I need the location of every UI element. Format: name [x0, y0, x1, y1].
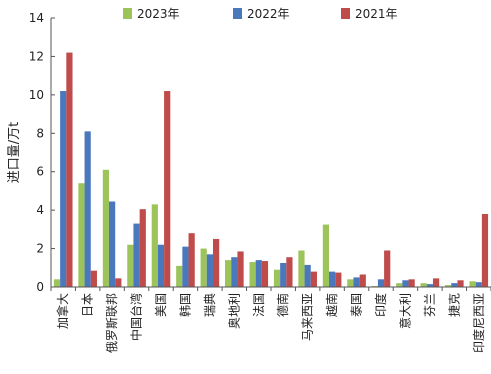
legend-swatch: [341, 8, 350, 19]
legend-swatch: [123, 8, 132, 19]
bar: [335, 272, 342, 287]
x-tick-label: 芬兰: [423, 293, 437, 317]
bar: [261, 261, 269, 287]
bar: [109, 201, 116, 287]
legend-swatch: [233, 8, 242, 19]
bar: [133, 223, 140, 287]
y-tick-label: 12: [29, 49, 44, 63]
bar: [53, 279, 61, 287]
bar: [249, 262, 256, 287]
bar: [426, 284, 433, 287]
y-axis-label: 进口量/万t: [7, 122, 22, 183]
y-tick-label: 8: [36, 126, 44, 140]
x-tick-label: 中国台湾: [129, 293, 144, 341]
bar: [347, 279, 354, 287]
x-tick-label: 越南: [324, 293, 339, 317]
x-axis: 加拿大 日本 俄罗斯联邦 中国台湾 美国 韩国 瑞典 奥地利 法国 德南 马来西亚 越南 泰国 印度 意大利…: [50, 286, 491, 353]
bar: [188, 233, 195, 287]
bar: [127, 244, 134, 287]
x-tick-label: 瑞典: [203, 293, 217, 317]
x-tick-label: 韩国: [177, 293, 192, 317]
legend-label: 2023年: [137, 7, 180, 21]
bar: [164, 91, 171, 287]
bar: [420, 283, 427, 287]
x-tick-label: 马来西亚: [301, 293, 315, 341]
y-tick-label: 14: [29, 11, 44, 25]
bar: [322, 224, 330, 287]
x-tick-label: 意大利: [397, 293, 412, 329]
bar: [353, 277, 360, 287]
bar: [84, 131, 91, 287]
bar: [432, 278, 440, 287]
x-tick-label: 德南: [275, 293, 290, 317]
bar: [280, 262, 287, 287]
bars: [53, 52, 489, 288]
bar: [396, 283, 403, 287]
bar: [139, 209, 146, 287]
bar: [445, 285, 452, 287]
bar: [384, 250, 391, 287]
x-tick-label: 印度尼西亚: [471, 293, 486, 353]
bar: [359, 274, 366, 287]
x-tick-label: 俄罗斯联邦: [105, 293, 119, 353]
x-tick-label: 印度: [373, 293, 388, 317]
bar: [457, 280, 464, 287]
bar: [60, 91, 67, 287]
x-tick-label: 奥地利: [227, 293, 241, 329]
bar: [206, 254, 213, 287]
legend-label: 2021年: [355, 7, 398, 21]
x-tick-label: 加拿大: [55, 293, 70, 329]
bar: [78, 183, 85, 287]
x-tick-label: 捷克: [447, 293, 461, 317]
bar: [286, 257, 293, 287]
bar: [231, 257, 238, 287]
bar: [212, 238, 220, 287]
bar: [157, 244, 165, 287]
y-tick-label: 4: [36, 203, 44, 217]
bar: [402, 280, 409, 287]
y-tick-label: 10: [29, 88, 44, 102]
bar: [182, 246, 189, 287]
bar: [298, 250, 305, 287]
bar: [200, 248, 207, 287]
bar: [237, 251, 244, 287]
legend-label: 2022年: [247, 7, 290, 21]
bar: [115, 278, 122, 287]
x-tick-label: 美国: [154, 293, 168, 317]
bar: [408, 279, 415, 287]
y-tick-label: 6: [36, 165, 44, 179]
y-tick-label: 2: [36, 242, 44, 256]
bar: [225, 260, 232, 287]
bar: [310, 271, 317, 287]
bar: [151, 204, 158, 287]
bar: [377, 279, 385, 287]
bar: [273, 269, 281, 287]
y-tick-label: 0: [36, 280, 44, 294]
bar: [102, 169, 110, 287]
x-tick-label: 法国: [252, 293, 266, 317]
bar: [255, 260, 262, 287]
bar: [176, 265, 183, 287]
y-axis: 0 2 4 6 8 10 12 14: [29, 11, 55, 294]
bar: [329, 271, 336, 287]
x-tick-label: 泰国: [350, 293, 364, 317]
bar: [66, 52, 73, 288]
bar: [90, 270, 97, 287]
x-tick-label: 日本: [81, 293, 95, 317]
bar: [475, 282, 482, 287]
bar: [451, 283, 458, 287]
bar: [304, 264, 311, 287]
bar: [469, 281, 476, 287]
legend: 2023年 2022年 2021年: [123, 7, 398, 21]
bar: [481, 213, 489, 287]
